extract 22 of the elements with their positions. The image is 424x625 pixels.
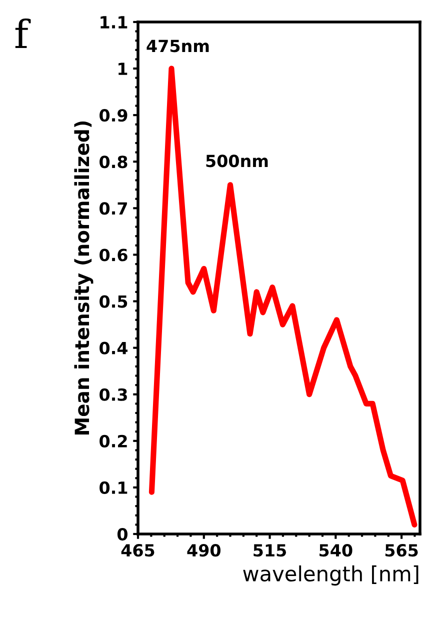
y-tick-label: 0.4 — [100, 342, 128, 354]
y-tick-label: 0.5 — [100, 295, 128, 308]
y-tick-label: 0.2 — [100, 434, 127, 448]
x-tick-label: 465 — [121, 544, 154, 557]
x-axis-title: wavelength [nm] — [243, 565, 418, 586]
y-tick-label: 1 — [118, 62, 128, 75]
x-tick-label: 490 — [187, 544, 220, 557]
y-tick-label: 0.6 — [100, 248, 128, 262]
y-tick-label: 0.7 — [100, 202, 127, 215]
y-tick-label: 0.9 — [100, 109, 128, 122]
x-tick-label: 565 — [385, 544, 418, 557]
annotation: 500nm — [206, 154, 268, 168]
x-tick-label: 515 — [254, 544, 286, 557]
annotation: 475nm — [146, 40, 209, 52]
y-tick-label: 0 — [117, 528, 128, 541]
y-tick-label: 0.1 — [100, 481, 128, 494]
y-tick-label: 1.1 — [100, 16, 128, 28]
y-tick-label: 0.8 — [100, 156, 128, 168]
y-tick-label: 0.3 — [100, 388, 127, 401]
text: f — [15, 18, 31, 48]
y-axis-title: Mean intensity (normailized) — [74, 121, 94, 434]
x-tick-label: 540 — [320, 544, 352, 557]
